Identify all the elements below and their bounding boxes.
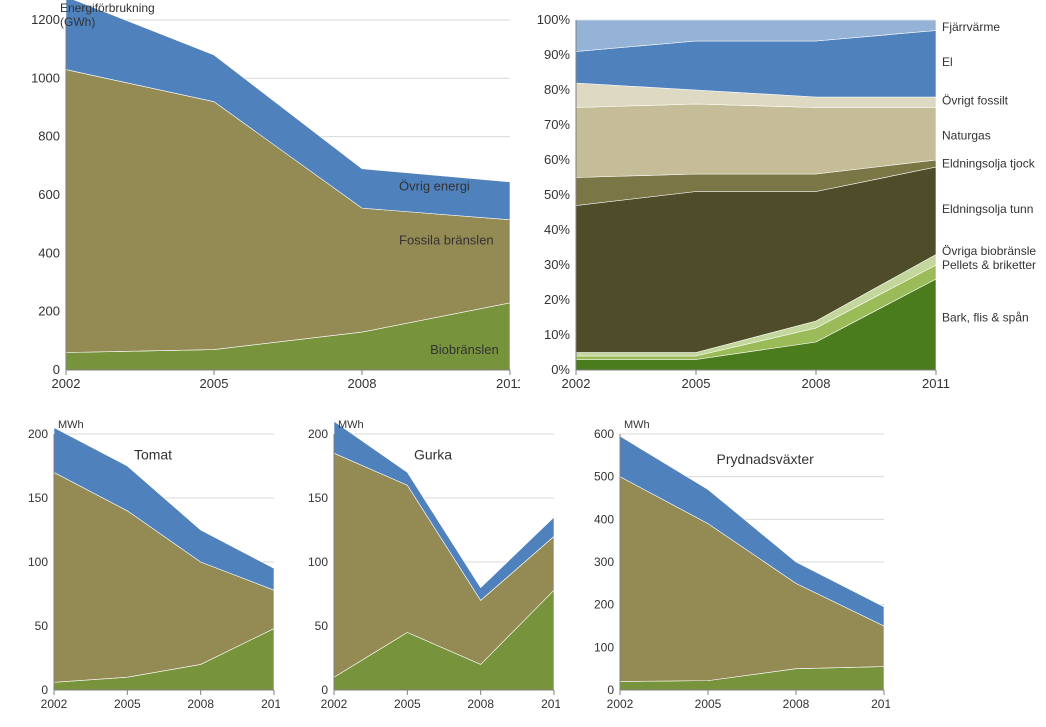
x-tick-label: 2002 — [607, 697, 634, 711]
series-label: Eldningsolja tjock — [942, 157, 1036, 171]
y-tick-label: 1000 — [31, 70, 60, 85]
y-axis-label: MWh — [338, 419, 364, 431]
x-tick-label: 2011 — [871, 697, 890, 711]
chart-tomat: 0 50 100 150 200 2002 2005 2008 2011 Tomat MWh — [10, 410, 280, 720]
y-tick-label: 1200 — [31, 12, 60, 27]
chart-title: Energiförbrukning — [60, 1, 155, 15]
chart-title: (GWh) — [60, 15, 95, 29]
chart-title: Prydnadsväxter — [717, 451, 815, 467]
series-label: Fjärrvärme — [942, 20, 1000, 34]
y-tick-label: 100 — [594, 640, 614, 654]
series-label: Övrigt fossilt — [942, 94, 1009, 108]
x-tick-label: 2005 — [695, 697, 722, 711]
x-tick-label: 2002 — [41, 697, 68, 711]
series-label: Biobränslen — [430, 342, 499, 357]
y-tick-label: 500 — [594, 470, 614, 484]
y-tick-label: 80% — [544, 82, 570, 97]
y-tick-label: 400 — [594, 512, 614, 526]
x-tick-label: 2002 — [321, 697, 348, 711]
y-tick-label: 70% — [544, 117, 570, 132]
series-label: Bark, flis & spån — [942, 311, 1029, 325]
x-tick-label: 2011 — [922, 376, 950, 391]
y-tick-label: 100 — [28, 555, 48, 569]
y-tick-label: 10% — [544, 327, 570, 342]
chart-title: Gurka — [414, 447, 452, 463]
chart-energy-mix-pct: 0% 10% 20% 30% 40% 50% 60% 70% 80% 90% 100% 2002 200… — [530, 0, 1036, 400]
series-label: Övriga biobränslen — [942, 244, 1036, 258]
y-tick-label: 300 — [594, 555, 614, 569]
y-tick-label: 40% — [544, 222, 570, 237]
chart-title: Tomat — [134, 447, 172, 463]
y-tick-label: 0 — [607, 683, 614, 697]
y-tick-label: 600 — [594, 427, 614, 441]
x-tick-label: 2011 — [541, 697, 560, 711]
x-tick-label: 2008 — [348, 376, 377, 391]
series-label: Eldningsolja tunn — [942, 202, 1033, 216]
y-tick-label: 150 — [308, 491, 328, 505]
x-tick-label: 2008 — [467, 697, 494, 711]
chart-gurka: 0 50 100 150 200 2002 2005 2008 2011 Gurka MWh — [290, 410, 560, 720]
x-tick-label: 2005 — [114, 697, 141, 711]
x-tick-label: 2011 — [261, 697, 280, 711]
page: 0200400600800100012002002200520082011Ene… — [0, 0, 1046, 727]
y-tick-label: 90% — [544, 47, 570, 62]
y-tick-label: 0% — [551, 362, 570, 377]
y-axis-label: MWh — [58, 419, 84, 431]
x-tick-label: 2005 — [394, 697, 421, 711]
x-tick-label: 2008 — [187, 697, 214, 711]
y-tick-label: 0 — [41, 683, 48, 697]
series-label: Övrig energi — [399, 179, 470, 194]
series-area — [576, 104, 936, 178]
y-tick-label: 200 — [308, 427, 328, 441]
x-tick-label: 2002 — [52, 376, 81, 391]
y-tick-label: 20% — [544, 292, 570, 307]
series-label: Fossila bränslen — [399, 233, 494, 248]
x-tick-label: 2008 — [783, 697, 810, 711]
y-tick-label: 200 — [38, 304, 60, 319]
y-tick-label: 50 — [315, 619, 329, 633]
y-tick-label: 400 — [38, 245, 60, 260]
x-tick-label: 2005 — [200, 376, 229, 391]
x-tick-label: 2011 — [496, 376, 520, 391]
series-area — [620, 477, 884, 682]
y-tick-label: 200 — [594, 598, 614, 612]
y-tick-label: 600 — [38, 187, 60, 202]
y-tick-label: 0 — [53, 362, 60, 377]
series-label: Pellets & briketter — [942, 258, 1036, 272]
y-tick-label: 50% — [544, 187, 570, 202]
x-tick-label: 2002 — [562, 376, 591, 391]
y-tick-label: 150 — [28, 491, 48, 505]
chart-energy-total: 0 200 400 600 800 1000 1200 2002 2005 2008 2011 Ene… — [10, 0, 520, 400]
y-tick-label: 0 — [321, 683, 328, 697]
y-tick-label: 200 — [28, 427, 48, 441]
series-label: El — [942, 55, 953, 69]
chart-prydnadsvaxter: 0 100 200 300 400 500 600 2002 2005 2008 2011 Prydn… — [570, 410, 890, 720]
series-label: Naturgas — [942, 129, 991, 143]
y-tick-label: 50 — [35, 619, 49, 633]
y-tick-label: 800 — [38, 129, 60, 144]
y-tick-label: 100% — [537, 12, 571, 27]
x-tick-label: 2008 — [802, 376, 831, 391]
y-tick-label: 100 — [308, 555, 328, 569]
y-axis-label: MWh — [624, 419, 650, 431]
y-tick-label: 30% — [544, 257, 570, 272]
x-tick-label: 2005 — [682, 376, 711, 391]
y-tick-label: 60% — [544, 152, 570, 167]
